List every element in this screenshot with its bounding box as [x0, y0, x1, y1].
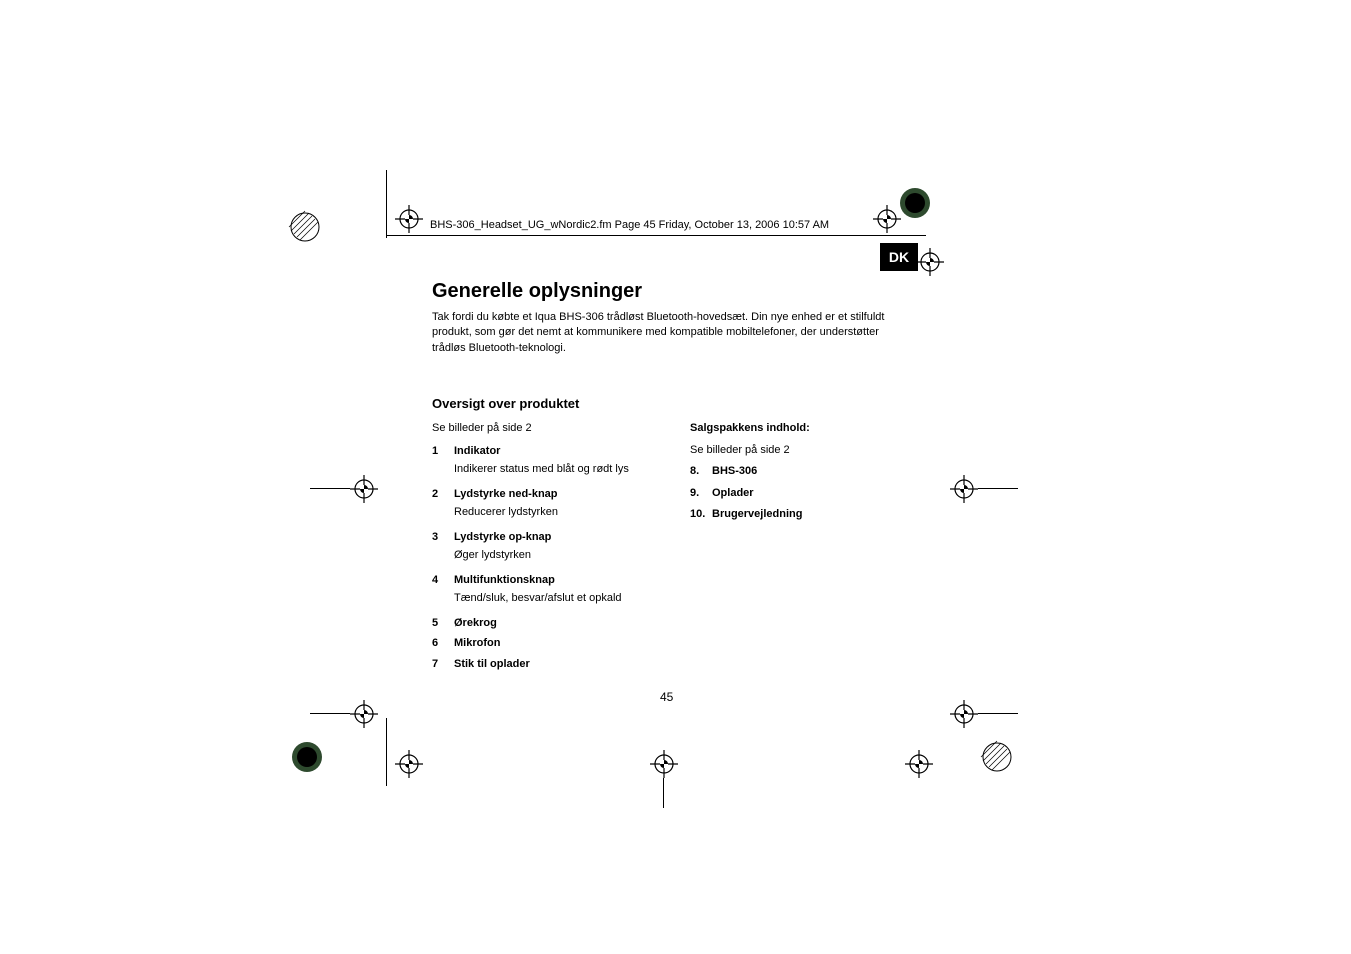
- crop-mark: [386, 718, 387, 786]
- crosshair-icon: [395, 750, 423, 778]
- item-desc: Reducerer lydstyrken: [454, 504, 672, 521]
- item-number: 9.: [690, 485, 712, 503]
- item-label: Mikrofon: [454, 637, 500, 649]
- package-contents: Salgspakkens indhold: Se billeder på sid…: [690, 420, 920, 528]
- item-label: Ørekrog: [454, 617, 497, 629]
- item-label: Oplader: [712, 487, 754, 499]
- crosshair-icon: [650, 750, 678, 778]
- registration-mark-icon: [898, 186, 932, 225]
- item-number: 4: [432, 572, 444, 611]
- item-number: 10.: [690, 506, 712, 524]
- registration-mark-icon: [288, 210, 322, 249]
- item-label: Lydstyrke ned-knap: [454, 488, 558, 500]
- item-number: 8.: [690, 463, 712, 481]
- item-number: 7: [432, 656, 444, 673]
- crop-mark: [978, 488, 1018, 489]
- page-number: 45: [660, 690, 673, 704]
- crop-mark: [978, 713, 1018, 714]
- item-desc: Tænd/sluk, besvar/afslut et opkald: [454, 590, 672, 607]
- list-item: 2 Lydstyrke ned-knap Reducerer lydstyrken: [432, 486, 672, 525]
- page-title: Generelle oplysninger: [432, 280, 642, 303]
- item-desc: Øger lydstyrken: [454, 547, 672, 564]
- registration-mark-icon: [980, 740, 1014, 779]
- package-header: Salgspakkens indhold:: [690, 420, 920, 438]
- crop-mark: [663, 778, 664, 808]
- item-desc: Indikerer status med blåt og rødt lys: [454, 461, 672, 478]
- registration-mark-icon: [290, 740, 324, 779]
- list-item: 9.Oplader: [690, 485, 920, 503]
- running-header: BHS-306_Headset_UG_wNordic2.fm Page 45 F…: [430, 219, 829, 231]
- crop-mark: [310, 713, 350, 714]
- list-item: 4 Multifunktionsknap Tænd/sluk, besvar/af…: [432, 572, 672, 611]
- crosshair-icon: [350, 475, 378, 503]
- item-label: Multifunktionsknap: [454, 574, 555, 586]
- list-item: 10.Brugervejledning: [690, 506, 920, 524]
- list-item: 6 Mikrofon: [432, 635, 672, 652]
- list-item: 8.BHS-306: [690, 463, 920, 481]
- item-number: 5: [432, 615, 444, 632]
- intro-paragraph: Tak fordi du købte et Iqua BHS-306 trådl…: [432, 310, 912, 356]
- product-overview-list: Se billeder på side 2 1 Indikator Indiker…: [432, 420, 672, 676]
- item-label: BHS-306: [712, 465, 757, 477]
- crosshair-icon: [350, 700, 378, 728]
- list-item: 7 Stik til oplader: [432, 656, 672, 673]
- crosshair-icon: [395, 205, 423, 233]
- item-number: 2: [432, 486, 444, 525]
- item-number: 3: [432, 529, 444, 568]
- item-label: Indikator: [454, 445, 500, 457]
- item-label: Stik til oplader: [454, 658, 530, 670]
- item-number: 1: [432, 443, 444, 482]
- list-item: 5 Ørekrog: [432, 615, 672, 632]
- list-item: 3 Lydstyrke op-knap Øger lydstyrken: [432, 529, 672, 568]
- left-intro-text: Se billeder på side 2: [432, 420, 672, 437]
- crop-mark: [310, 488, 350, 489]
- item-number: 6: [432, 635, 444, 652]
- package-subtext: Se billeder på side 2: [690, 442, 920, 460]
- item-label: Lydstyrke op-knap: [454, 531, 551, 543]
- list-item: 1 Indikator Indikerer status med blåt og …: [432, 443, 672, 482]
- header-rule: [386, 235, 926, 236]
- section-title: Oversigt over produktet: [432, 396, 579, 411]
- crosshair-icon: [905, 750, 933, 778]
- item-label: Brugervejledning: [712, 508, 802, 520]
- language-badge: DK: [880, 243, 918, 271]
- crosshair-icon: [873, 205, 901, 233]
- crosshair-icon: [950, 475, 978, 503]
- crosshair-icon: [950, 700, 978, 728]
- crosshair-icon: [916, 248, 944, 276]
- crop-mark: [386, 170, 387, 238]
